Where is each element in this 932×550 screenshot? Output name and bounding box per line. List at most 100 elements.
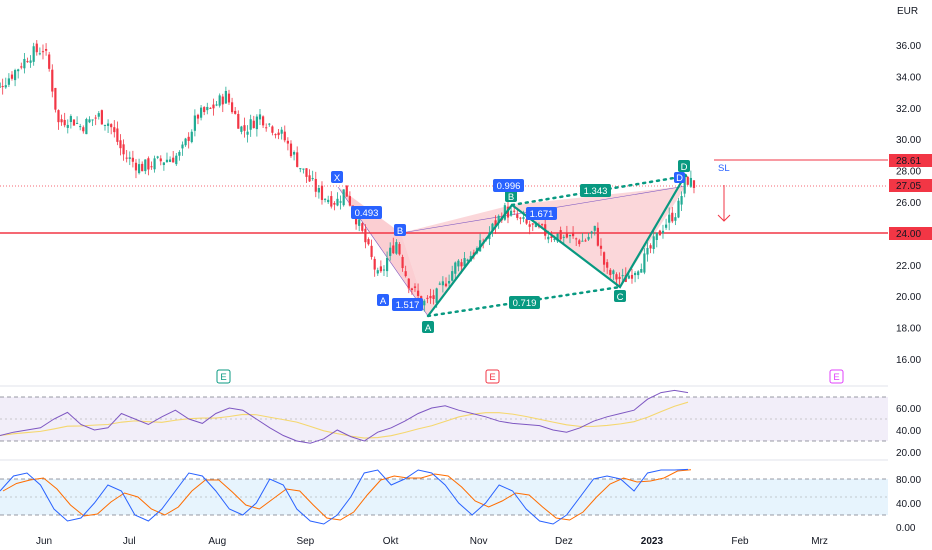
candle-down: [379, 266, 382, 272]
currency-label: EUR: [897, 6, 918, 17]
candle-up: [633, 272, 637, 276]
candle-down: [230, 102, 234, 113]
candle-down: [506, 206, 510, 218]
candle-down: [94, 117, 97, 119]
candle-down: [370, 245, 373, 257]
candle-down: [54, 87, 57, 110]
candle-up: [587, 236, 590, 240]
candle-up: [190, 131, 193, 143]
candle-down: [671, 212, 674, 222]
candle-up: [7, 78, 10, 85]
pattern-abcd-legs[interactable]: [427, 173, 687, 317]
candle-down: [261, 116, 265, 126]
svg-text:D: D: [676, 173, 683, 184]
stop-price-tag[interactable]: 28.61: [889, 154, 932, 167]
candle-down: [528, 224, 531, 227]
candle-up: [447, 280, 451, 284]
svg-text:B: B: [508, 192, 514, 203]
candle-down: [221, 96, 224, 105]
svg-text:1.343: 1.343: [584, 186, 608, 197]
candle-up: [88, 119, 91, 123]
time-tick: Mrz: [811, 536, 828, 547]
price-axis[interactable]: 36.00 34.00 32.00 30.00 28.00 26.00 24.00 22.00…: [896, 41, 921, 366]
candle-up: [206, 106, 209, 111]
candle-up: [156, 156, 159, 158]
candle-up: [590, 231, 593, 234]
candle-down: [516, 214, 519, 218]
candle-down: [320, 185, 324, 200]
rsi-line[interactable]: [0, 389, 689, 444]
candle-up: [23, 58, 26, 69]
rsi-band-fill: [0, 397, 888, 441]
last-price-tag[interactable]: 27.05: [889, 179, 932, 192]
candle-up: [376, 270, 379, 274]
candle-down: [1, 86, 4, 88]
candle-down: [234, 110, 237, 114]
candle-down: [658, 230, 661, 236]
point-c-label[interactable]: C: [614, 290, 626, 303]
earnings-marker-past[interactable]: E: [216, 369, 231, 384]
earnings-marker-upcoming[interactable]: E: [829, 369, 844, 384]
level-price-tag[interactable]: 24.00: [889, 227, 932, 240]
svg-text:1.517: 1.517: [396, 300, 420, 311]
candle-up: [178, 151, 181, 156]
stoch-k-line[interactable]: [0, 468, 689, 525]
svg-text:0.719: 0.719: [513, 298, 537, 309]
ratio-xad-label[interactable]: 1.343: [580, 184, 611, 197]
candle-up: [389, 247, 392, 256]
svg-text:27.05: 27.05: [896, 181, 921, 192]
candle-down: [60, 119, 63, 123]
price-tick: 18.00: [896, 324, 921, 335]
candle-down: [35, 43, 38, 53]
candle-up: [621, 275, 624, 277]
candle-up: [168, 159, 172, 162]
point-x-label[interactable]: X: [331, 171, 343, 184]
ratio-abc-label[interactable]: 0.996: [493, 179, 524, 192]
earnings-marker-recent[interactable]: E: [485, 369, 500, 384]
candle-down: [531, 223, 534, 225]
point-b-left-label[interactable]: B: [394, 224, 406, 237]
ratio-ac-label[interactable]: 0.719: [509, 296, 540, 309]
candle-up: [32, 46, 35, 62]
candle-down: [212, 104, 215, 109]
candle-up: [224, 90, 227, 104]
candle-down: [333, 203, 336, 205]
candle-up: [637, 271, 640, 276]
candle-down: [692, 180, 696, 188]
ratio-bcd-label[interactable]: 1.671: [526, 207, 557, 220]
candle-up: [677, 200, 680, 218]
candle-up: [522, 217, 525, 219]
candle-up: [193, 115, 196, 131]
stoch-tick: 40.00: [896, 499, 921, 510]
point-a-left-label[interactable]: A: [377, 294, 389, 307]
time-axis[interactable]: Jun Jul Aug Sep Okt Nov Dez 2023 Feb Mrz: [36, 536, 828, 547]
candle-up: [38, 53, 41, 55]
candle-up: [652, 236, 655, 250]
ratio-xab-label[interactable]: 0.493: [351, 206, 382, 219]
candle-down: [432, 295, 435, 300]
candle-up: [382, 269, 386, 271]
candle-down: [314, 178, 317, 192]
stoch-d-line: [2, 469, 692, 521]
svg-text:A: A: [425, 323, 432, 334]
svg-text:0.493: 0.493: [355, 208, 379, 219]
candle-up: [680, 195, 683, 205]
candle-down: [187, 136, 190, 141]
candle-down: [571, 233, 575, 237]
candles[interactable]: [0, 40, 696, 312]
rsi-axis: 60.00 40.00 20.00: [896, 404, 921, 459]
stoch-axis: 80.00 40.00 0.00: [896, 475, 921, 534]
candle-up: [646, 247, 649, 255]
point-d-label[interactable]: D: [678, 160, 690, 173]
candle-down: [373, 258, 376, 270]
point-b-label[interactable]: B: [505, 190, 517, 203]
candle-up: [79, 126, 82, 128]
ratio-left-abc-label[interactable]: 1.517: [392, 298, 423, 311]
candle-down: [72, 119, 76, 126]
candle-down: [227, 93, 231, 103]
candle-down: [82, 127, 85, 132]
candle-up: [317, 188, 320, 193]
point-a-label[interactable]: A: [422, 321, 434, 334]
point-d-inner-label[interactable]: D: [674, 172, 685, 184]
